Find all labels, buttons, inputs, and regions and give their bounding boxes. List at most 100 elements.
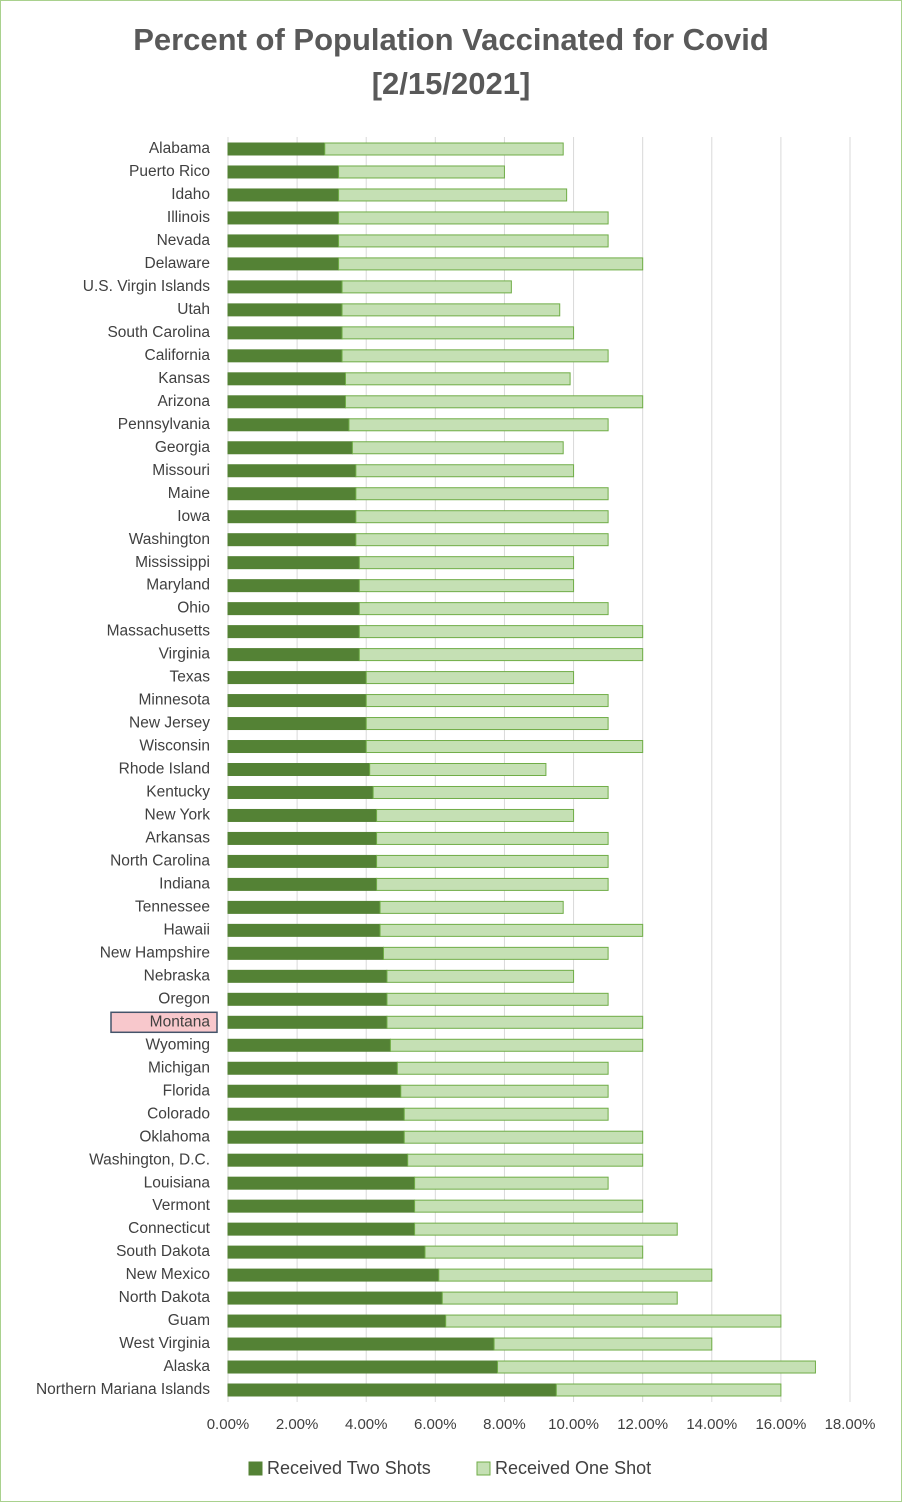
y-tick-label: North Carolina [110,853,210,870]
x-tick-label: 14.00% [686,1416,737,1433]
y-tick-label: Mississippi [135,554,210,571]
y-tick-label: Utah [177,301,210,318]
legend-label: Received One Shot [495,1458,651,1478]
bar-segment [227,372,346,386]
bar-segment [400,1084,609,1098]
y-tick-label: Nebraska [144,967,211,984]
bar-segment [424,1245,644,1259]
bar-segment [414,1199,644,1213]
bar-segment [441,1291,678,1305]
bar-segment [355,510,609,524]
bar-segment [227,992,388,1006]
bar-segment [344,372,571,386]
bar-segment [407,1153,644,1167]
x-tick-label: 10.00% [548,1416,599,1433]
bar-segment [227,1038,391,1052]
bar-segment [227,165,340,179]
bar-segment [341,280,512,294]
bar-segment [376,808,575,822]
x-tick-label: 16.00% [755,1416,806,1433]
y-tick-label: South Dakota [116,1243,210,1260]
bar-segment [227,234,340,248]
bar-segment [227,257,340,271]
bar-segment [227,1337,495,1351]
bar-segment [358,625,644,639]
bar-segment [227,188,340,202]
y-tick-label: Oregon [158,990,210,1007]
y-tick-label: Tennessee [135,898,210,915]
y-tick-label: Wyoming [146,1036,210,1053]
y-tick-label: Guam [168,1312,210,1329]
bar-segment [341,349,609,363]
bar-segment [227,969,388,983]
y-tick-label: Montana [150,1013,211,1030]
bar-segment [227,1107,405,1121]
bar-segment [227,740,367,754]
y-tick-label: Hawaii [163,921,210,938]
bar-segment [227,1291,443,1305]
bar-segment [379,923,644,937]
y-tick-label: Northern Mariana Islands [36,1381,210,1398]
y-tick-label: California [145,347,211,364]
x-tick-label: 8.00% [483,1416,526,1433]
bar-segment [227,487,357,501]
bar-segment [344,395,644,409]
bar-segment [227,579,360,593]
bar-segment [227,395,346,409]
bar-segment [338,257,644,271]
bar-segment [227,1314,447,1328]
bar-segment [227,303,343,317]
y-tick-label: Indiana [159,876,210,893]
bar-segment [227,1360,499,1374]
bar-segment [341,326,575,340]
bar-segment [227,717,367,731]
bar-segment [227,648,360,662]
y-tick-label: New Mexico [126,1266,210,1283]
bar-segment [365,717,609,731]
y-tick-label: Louisiana [144,1174,211,1191]
bar-segment [227,556,360,570]
bar-segment [396,1061,609,1075]
y-tick-label: Maryland [146,577,210,594]
y-tick-label: Michigan [148,1059,210,1076]
bar-segment [227,1176,416,1190]
bar-segment [227,533,357,547]
bar-segment [227,900,381,914]
legend-swatch [476,1461,491,1476]
bar-segment [358,648,644,662]
bar-segment [227,1245,426,1259]
bar-segment [227,418,350,432]
bar-segment [403,1107,609,1121]
y-tick-label: New York [145,807,211,824]
x-tick-label: 2.00% [276,1416,319,1433]
bar-segment [365,740,644,754]
y-tick-label: Minnesota [138,692,210,709]
bar-segment [227,464,357,478]
y-tick-label: Illinois [167,209,210,226]
bar-segment [227,946,384,960]
x-tick-label: 4.00% [345,1416,388,1433]
bar-segment [493,1337,713,1351]
bar-segment [227,785,374,799]
y-tick-label: Missouri [152,462,210,479]
y-tick-label: Massachusetts [107,623,211,640]
y-tick-label: Oklahoma [139,1128,210,1145]
bar-segment [358,579,575,593]
x-tick-label: 18.00% [825,1416,876,1433]
legend-swatch [248,1461,263,1476]
bar-segment [227,142,326,156]
y-tick-label: Kentucky [146,784,210,801]
y-tick-label: Rhode Island [119,761,210,778]
bar-segment [227,602,360,616]
y-tick-label: Wisconsin [139,738,210,755]
y-tick-label: Alabama [149,140,211,157]
y-tick-label: Connecticut [128,1220,211,1237]
y-tick-label: Iowa [177,508,210,525]
x-tick-label: 6.00% [414,1416,457,1433]
bar-segment [227,1061,398,1075]
bar-segment [355,487,609,501]
bar-segment [227,923,381,937]
bar-segment [338,234,609,248]
y-tick-label: West Virginia [119,1335,210,1352]
